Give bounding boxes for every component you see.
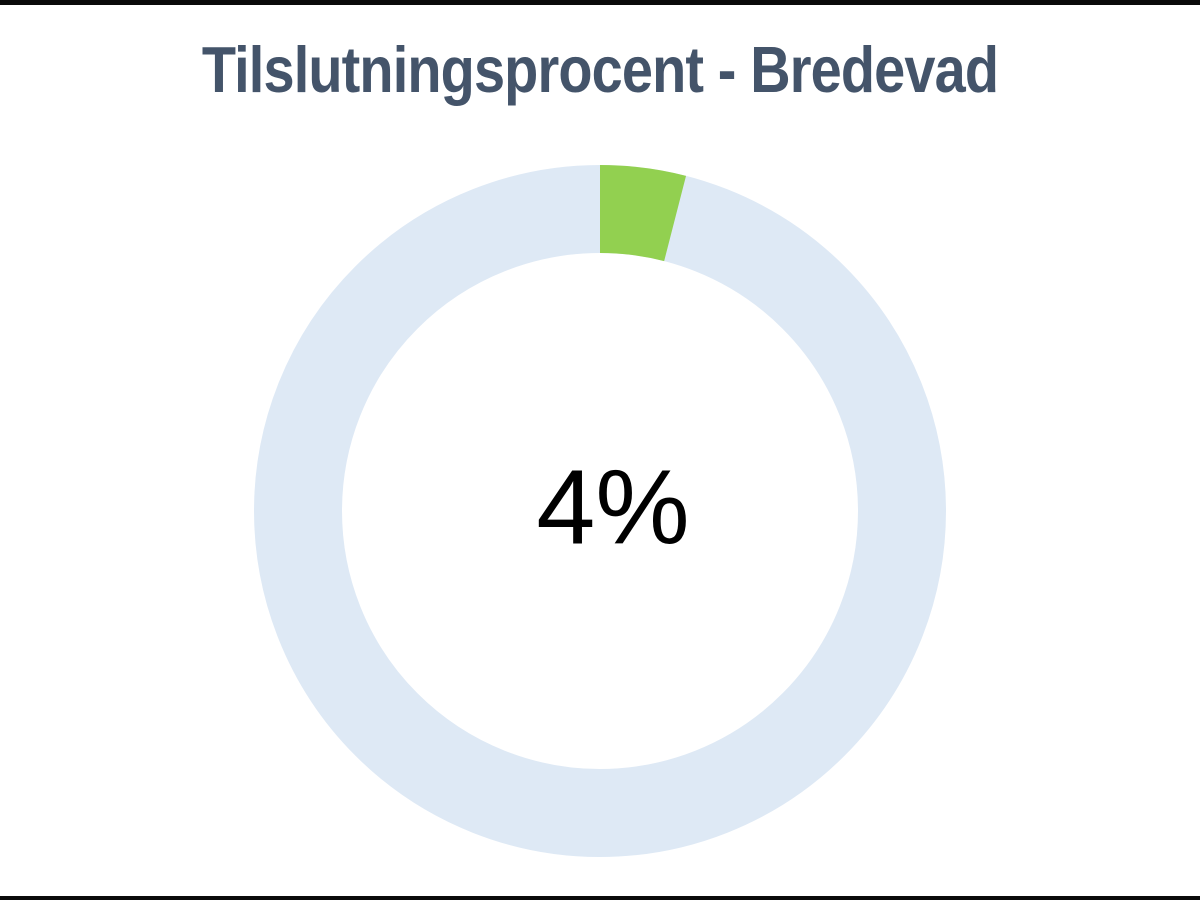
bottom-border-bar bbox=[0, 896, 1200, 900]
donut-segment bbox=[254, 165, 946, 857]
chart-title: Tilslutningsprocent - Bredevad bbox=[201, 33, 999, 106]
top-border-bar bbox=[0, 0, 1200, 5]
donut-center-label: 4% bbox=[536, 448, 690, 567]
